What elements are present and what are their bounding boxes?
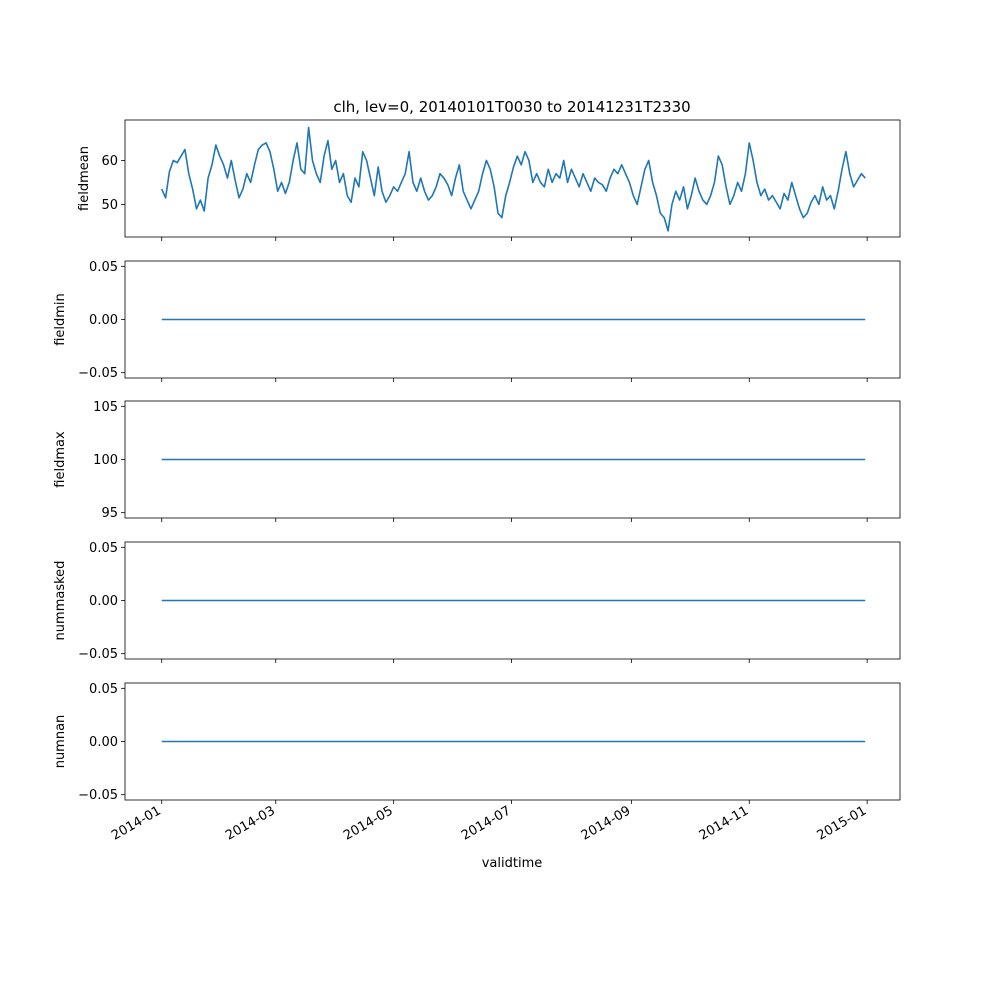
y-axis-label-nummasked: nummasked	[53, 561, 68, 641]
x-tick-label: 2015-01	[815, 803, 870, 843]
y-tick-label: 100	[93, 453, 118, 468]
x-tick-label: 2014-09	[579, 803, 634, 843]
panel-fieldmin: −0.05 0.00 0.05 fieldmin	[53, 260, 901, 382]
x-axis-label: validtime	[482, 856, 543, 871]
series-line-fieldmean	[160, 126, 866, 232]
y-tick-label: 0.00	[89, 735, 118, 750]
chart-title: clh, lev=0, 20140101T0030 to 20141231T23…	[333, 98, 690, 116]
y-axis-label-fieldmax: fieldmax	[53, 431, 68, 488]
y-tick-label: 0.05	[89, 260, 118, 275]
x-tick-label: 2014-11	[697, 803, 752, 843]
panel-numnan: −0.05 0.00 0.05 2014-01 2014-03 2014-05 2014-0…	[53, 682, 901, 844]
axes-frame-fieldmean	[124, 119, 901, 238]
x-tick-label: 2014-05	[341, 803, 396, 843]
x-tick-label: 2014-03	[223, 803, 278, 843]
y-tick-label: −0.05	[78, 366, 118, 381]
y-tick-label: 0.05	[89, 682, 118, 697]
y-tick-label: 60	[101, 154, 118, 169]
x-tick-label: 2014-01	[109, 803, 164, 843]
y-tick-label: 95	[101, 506, 118, 521]
panel-fieldmean: 50 60 fieldmean	[77, 119, 901, 241]
y-tick-label: 105	[93, 400, 118, 415]
y-axis-label-fieldmean: fieldmean	[77, 146, 92, 211]
panels: 50 60 fieldmean −0.05 0.00 0.05 fieldmin 95 100 1…	[53, 119, 901, 844]
y-axis-label-numnan: numnan	[53, 715, 68, 769]
y-tick-label: −0.05	[78, 647, 118, 662]
y-tick-label: 50	[101, 198, 118, 213]
panel-fieldmax: 95 100 105 fieldmax	[53, 400, 901, 522]
y-tick-label: 0.00	[89, 594, 118, 609]
y-axis-label-fieldmin: fieldmin	[53, 293, 68, 346]
y-tick-label: 0.05	[89, 541, 118, 556]
x-tick-label: 2014-07	[459, 803, 514, 843]
y-tick-label: 0.00	[89, 313, 118, 328]
panel-nummasked: −0.05 0.00 0.05 nummasked	[53, 541, 901, 663]
y-tick-label: −0.05	[78, 788, 118, 803]
